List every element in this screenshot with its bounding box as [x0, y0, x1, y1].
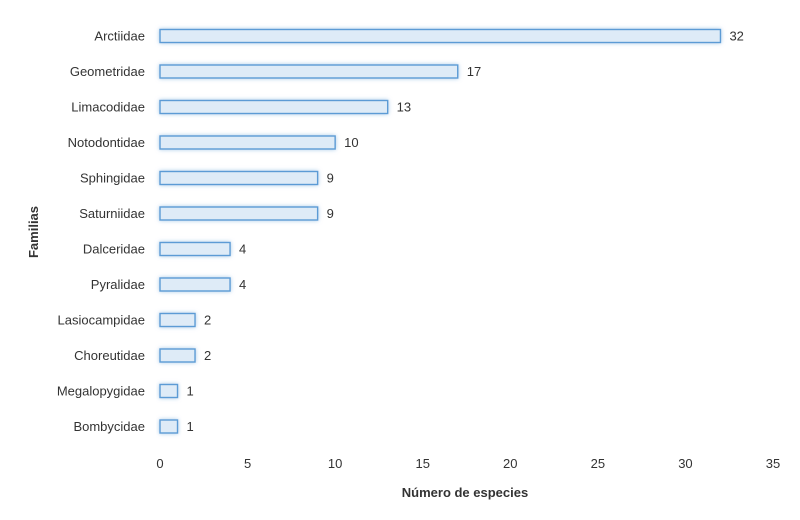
bar-choreutidae: [159, 348, 196, 363]
data-label-notodontidae: 10: [344, 135, 358, 150]
data-labels: 32 17 13 10 9 9 4 4 2 2 1 1: [187, 29, 744, 435]
x-tick-label: 0: [156, 456, 163, 471]
bar-dalceridae: [159, 241, 231, 257]
category-label-arctiidae: Arctiidae: [94, 29, 145, 44]
data-label-choreutidae: 2: [204, 348, 211, 363]
data-label-geometridae: 17: [467, 64, 481, 79]
x-tick-label: 25: [591, 456, 605, 471]
data-label-saturniidae: 9: [327, 206, 334, 221]
bar-megalopygidae: [159, 383, 179, 399]
bar-limacodidae: [159, 99, 389, 115]
category-label-saturniidae: Saturniidae: [79, 206, 145, 221]
data-label-sphingidae: 9: [327, 171, 334, 186]
bar-arctiidae: [159, 28, 722, 44]
category-label-notodontidae: Notodontidae: [68, 135, 145, 150]
category-label-lasiocampidae: Lasiocampidae: [58, 313, 145, 328]
data-label-megalopygidae: 1: [187, 384, 194, 399]
bar-notodontidae: [159, 135, 336, 150]
x-tick-label: 20: [503, 456, 517, 471]
data-label-pyralidae: 4: [239, 277, 246, 292]
y-axis-label: Familias: [26, 206, 41, 258]
category-label-sphingidae: Sphingidae: [80, 171, 145, 186]
category-label-pyralidae: Pyralidae: [91, 277, 145, 292]
category-label-bombycidae: Bombycidae: [73, 419, 145, 434]
data-label-arctiidae: 32: [729, 29, 743, 44]
x-axis-label: Número de especies: [402, 485, 528, 500]
bar-lasiocampidae: [159, 312, 196, 328]
data-label-bombycidae: 1: [187, 419, 194, 434]
category-labels: Arctiidae Geometridae Limacodidae Notodonti…: [57, 29, 145, 435]
x-tick-label: 5: [244, 456, 251, 471]
bars-group: [159, 28, 722, 434]
category-label-megalopygidae: Megalopygidae: [57, 384, 145, 399]
data-label-lasiocampidae: 2: [204, 313, 211, 328]
category-label-limacodidae: Limacodidae: [71, 100, 145, 115]
data-label-dalceridae: 4: [239, 242, 246, 257]
data-label-limacodidae: 13: [397, 100, 411, 115]
x-tick-label: 10: [328, 456, 342, 471]
x-tick-label: 15: [415, 456, 429, 471]
bar-pyralidae: [159, 277, 231, 292]
category-label-geometridae: Geometridae: [70, 64, 145, 79]
category-label-dalceridae: Dalceridae: [83, 242, 145, 257]
bar-saturniidae: [159, 206, 319, 221]
bar-geometridae: [159, 64, 459, 79]
bar-bombycidae: [159, 419, 179, 434]
category-label-choreutidae: Choreutidae: [74, 348, 145, 363]
x-tick-label: 35: [766, 456, 780, 471]
x-tick-label: 30: [678, 456, 692, 471]
bar-sphingidae: [159, 170, 319, 186]
x-axis-ticks: 0 5 10 15 20 25 30 35: [156, 456, 780, 471]
